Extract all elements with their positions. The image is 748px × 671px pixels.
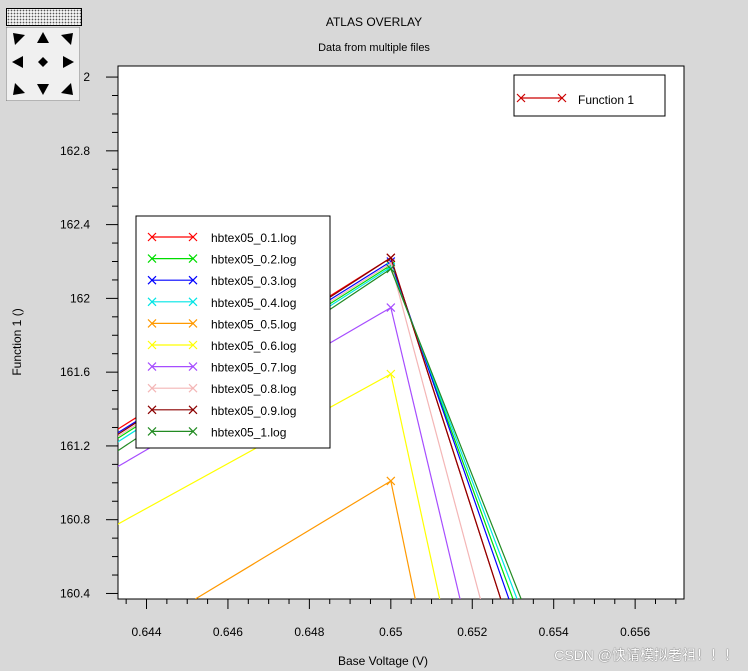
chart-subtitle: Data from multiple files — [318, 42, 430, 54]
arrow-down-right-icon[interactable] — [61, 83, 73, 95]
legend-function: Function 1 — [513, 74, 666, 117]
legend-marker-3 — [147, 275, 198, 285]
arrow-down-icon[interactable] — [37, 84, 49, 95]
y-tick-label-5: 162 — [70, 291, 90, 305]
series-line-fall-5 — [390, 480, 416, 599]
legend-marker-7 — [147, 362, 198, 372]
x-tick-label-1: 0.644 — [131, 625, 161, 639]
legend-label-5: hbtex05_0.5.log — [211, 317, 296, 331]
legend-function-marker — [516, 93, 567, 103]
arrow-right-icon[interactable] — [63, 56, 74, 68]
series-marker-7 — [386, 303, 396, 313]
legend-label-2: hbtex05_0.2.log — [211, 253, 296, 267]
legend-files: hbtex05_0.1.log hbtex05_0.2.log hbtex05_0.… — [135, 215, 331, 449]
legend-label-7: hbtex05_0.7.log — [211, 361, 296, 375]
y-tick-label-1: 160.4 — [60, 586, 90, 600]
legend-marker-1 — [147, 232, 198, 242]
arrow-up-icon[interactable] — [37, 32, 49, 43]
arrow-up-right-icon[interactable] — [61, 33, 73, 45]
series-line-rise-5 — [195, 480, 392, 599]
legend-marker-8 — [147, 383, 198, 393]
series-line-fall-8 — [390, 263, 481, 599]
y-tick-label-3: 161.2 — [60, 439, 90, 453]
x-tick-label-4: 0.65 — [379, 625, 403, 639]
legend-label-3: hbtex05_0.3.log — [211, 274, 296, 288]
x-tick-label-6: 0.654 — [539, 625, 569, 639]
legend-label-1: hbtex05_0.1.log — [211, 231, 296, 245]
x-axis-label: Base Voltage (V) — [338, 654, 428, 668]
series-marker-10 — [386, 264, 396, 274]
y-tick-label-7: 162.8 — [60, 144, 90, 158]
legend-label-10: hbtex05_1.log — [211, 425, 286, 439]
series-line-fall-6 — [390, 373, 441, 599]
arrow-up-left-icon[interactable] — [13, 33, 25, 45]
legend-marker-6 — [147, 340, 198, 350]
series-marker-9 — [386, 253, 396, 263]
series-marker-6 — [386, 369, 396, 379]
watermark: CSDN @快请模拟老祖！！！ — [554, 647, 738, 663]
y-tick-label-2: 160.8 — [60, 513, 90, 527]
axes: 0.644 0.646 0.648 0.65 0.652 0.654 0.656 160.4 1… — [60, 70, 677, 639]
legend-function-box — [513, 74, 666, 117]
x-tick-label-7: 0.656 — [620, 625, 650, 639]
series-line-fall-10 — [390, 268, 522, 599]
x-tick-label-2: 0.646 — [213, 625, 243, 639]
legend-label-8: hbtex05_0.8.log — [211, 382, 296, 396]
zoom-bar[interactable] — [6, 8, 82, 26]
legend-label-4: hbtex05_0.4.log — [211, 296, 296, 310]
legend-function-label: Function 1 — [578, 93, 634, 107]
x-tick-label-5: 0.652 — [457, 625, 487, 639]
pan-control-pad[interactable] — [6, 27, 80, 101]
center-diamond-icon[interactable] — [38, 57, 48, 67]
y-axis-label: Function 1 () — [10, 308, 24, 375]
y-tick-label-8: 2 — [83, 70, 90, 84]
arrow-left-icon[interactable] — [12, 56, 23, 68]
legend-marker-9 — [147, 405, 198, 415]
y-tick-label-4: 161.6 — [60, 365, 90, 379]
series-line-fall-7 — [390, 307, 461, 599]
y-tick-label-6: 162.4 — [60, 218, 90, 232]
legend-marker-2 — [147, 254, 198, 264]
legend-marker-4 — [147, 297, 198, 307]
series-marker-5 — [386, 476, 396, 486]
arrow-down-left-icon[interactable] — [13, 83, 25, 95]
chart-title: ATLAS OVERLAY — [325, 15, 423, 29]
legend-label-6: hbtex05_0.6.log — [211, 339, 296, 353]
series-line-rise-6 — [118, 373, 392, 525]
x-tick-label-3: 0.648 — [294, 625, 324, 639]
legend-marker-5 — [147, 318, 198, 328]
legend-marker-10 — [147, 426, 198, 436]
legend-label-9: hbtex05_0.9.log — [211, 404, 296, 418]
